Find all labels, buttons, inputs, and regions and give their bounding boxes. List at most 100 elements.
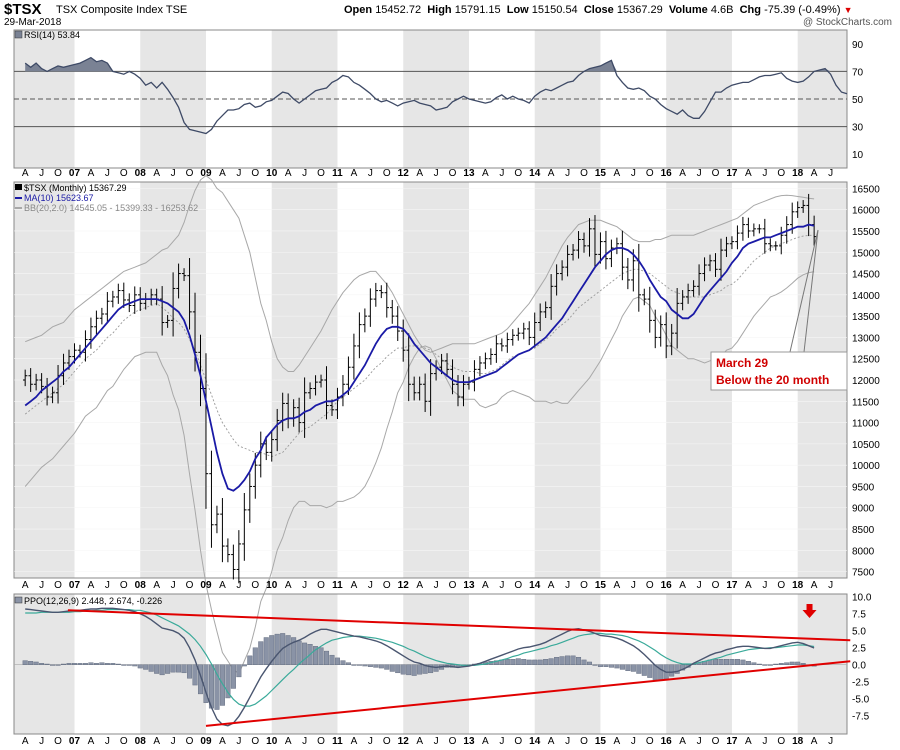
x-tick-label: J [697,580,702,591]
chart-date: 29-Mar-2018 [4,17,62,28]
ppo-hist-bar [126,664,132,666]
ppo-hist-bar [313,646,319,665]
ppo-hist-bar [795,661,801,665]
x-tick-label: 08 [135,580,147,591]
ohlc-bar [247,473,253,523]
price-tick-label: 8500 [852,525,875,536]
x-tick-label: J [39,168,44,179]
x-tick-label: O [646,168,654,179]
ppo-hist-bar [362,664,368,667]
x-tick-label: A [811,580,818,591]
ppo-hist-bar [559,656,565,665]
ohlc-bar [587,218,592,257]
panel-frame [13,593,848,735]
ppo-hist-bar [740,659,746,665]
x-tick-label: 13 [463,168,475,179]
x-tick-label: O [383,168,391,179]
ohlc-bar [417,376,422,401]
x-tick-label: O [54,580,62,591]
price-tick-label: 13500 [852,312,880,323]
ppo-hist-bar [630,664,636,672]
ppo-hist-bar [165,664,171,674]
ppo-hist-bar [521,659,527,665]
ppo-hist-bar [581,659,587,665]
ppo-hist-bar [71,663,77,665]
ppo-hist-bar [378,664,384,669]
x-tick-label: A [548,736,555,747]
ohlc-bar [110,290,116,308]
ppo-hist-bar [148,664,154,672]
ppo-hist-bar [729,659,735,665]
x-tick-label: A [22,736,29,747]
ohlc-bar [516,327,521,341]
ppo-hist-bar [608,664,614,668]
exchange-label: TSE [165,4,188,16]
ppo-hist-bar [400,664,406,675]
ohlc-bar [428,359,433,416]
x-tick-label: A [285,168,292,179]
ppo-hist-bar [619,664,625,670]
callout-pointer [789,229,819,353]
ohlc-bar [598,232,603,264]
ppo-hist-bar [121,664,127,666]
x-tick-label: 07 [69,168,81,179]
x-tick-label: 15 [595,580,607,591]
ohlc-bar [313,375,318,396]
ohlc-bar [636,243,642,312]
ppo-legend: PPO(12,26,9) 2.448, 2.674, -0.226 [14,596,162,606]
ohlc-bar [307,382,313,399]
ohlc-bar [669,323,674,356]
chart-header: $TSX TSX Composite Index TSE 29-Mar-2018… [0,0,900,30]
ppo-hist-bar [340,660,346,665]
ohlc-bar [269,430,274,462]
ohlc-bar [762,218,768,254]
ppo-hist-bar [658,664,664,680]
ohlc-bar [488,348,494,365]
x-tick-label: 17 [726,736,738,747]
ohlc-bar [384,282,389,318]
rsi-line [24,56,848,135]
x-tick-label: 12 [398,168,410,179]
ppo-hist-bar [88,662,94,665]
rsi-tick-label: 30 [852,123,864,134]
ppo-hist-bar [367,664,373,667]
ppo-line [25,607,815,727]
year-shade [140,594,206,734]
ohlc-bar [401,319,406,362]
ppo-tick-label: -2.5 [852,678,870,689]
ppo-hist-bar [734,659,740,665]
x-tick-label: J [828,580,833,591]
ppo-hist-bar [373,664,379,668]
x-tick-label: A [416,168,423,179]
x-tick-label: O [580,168,588,179]
x-tick-label: A [351,168,358,179]
ohlc-bar [324,366,329,420]
index-name: TSX Composite Index [56,4,163,16]
ppo-hist-bar [389,664,395,672]
ppo-hist-bar [773,663,779,666]
x-tick-label: O [317,736,325,747]
x-tick-label: A [614,580,621,591]
ohlc-bar [707,254,713,272]
ppo-hist-bar [800,663,806,665]
x-tick-label: J [631,168,636,179]
x-tick-label: A [219,736,226,747]
callout-line-1: March 29 [716,356,768,370]
x-tick-label: J [828,736,833,747]
ppo-hist-bar [225,664,231,699]
x-tick-label: A [153,736,160,747]
ppo-legend-text: PPO(12,26,9) 2.448, 2.674, -0.226 [24,596,162,606]
ppo-hist-bar [263,637,269,665]
x-tick-label: A [416,736,423,747]
x-tick-label: J [499,168,504,179]
ohlc-bar [198,334,203,407]
ohlc-bar [642,288,647,306]
chg-label: Chg [739,4,761,16]
price-tick-label: 16500 [852,184,880,195]
ohlc-bar [735,225,740,250]
rsi-legend: RSI(14) 53.84 [24,30,80,40]
ppo-hist-bar [565,655,571,665]
x-tick-label: O [712,736,720,747]
x-tick-label: A [285,580,292,591]
ppo-hist-bar [570,655,576,665]
